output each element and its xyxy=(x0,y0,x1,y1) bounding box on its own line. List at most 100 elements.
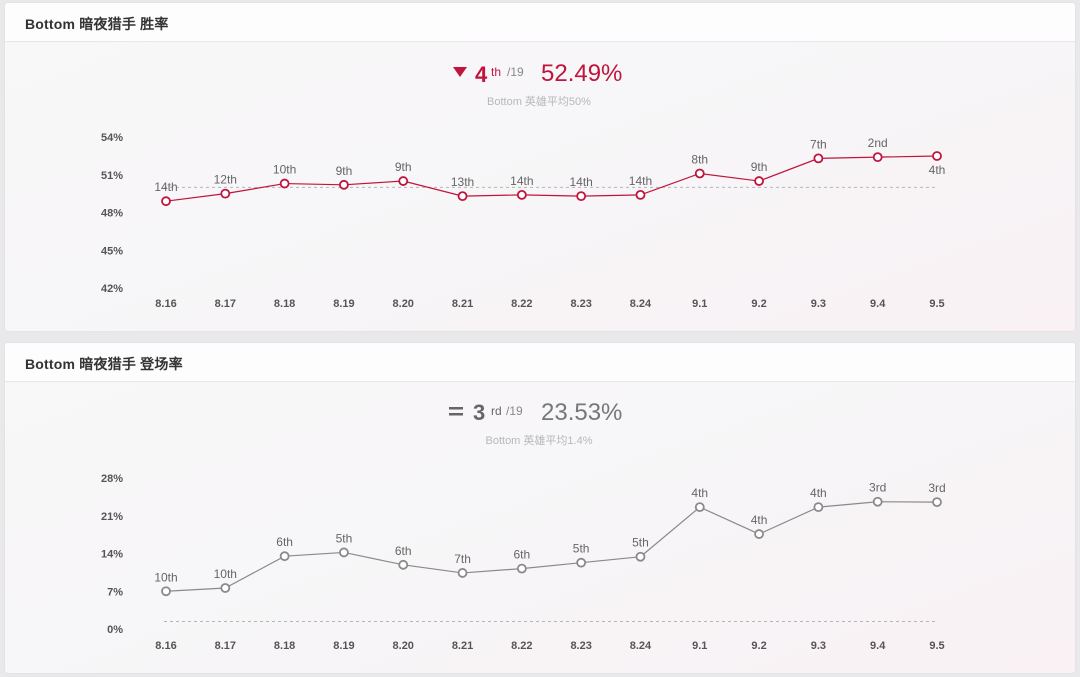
rank-suffix: th xyxy=(491,65,501,79)
panel-header: Bottom 暗夜猎手 登场率 xyxy=(5,343,1075,382)
y-tick-label: 14% xyxy=(101,549,123,561)
x-tick-label: 9.4 xyxy=(870,640,886,652)
data-point xyxy=(457,568,468,578)
data-point xyxy=(339,547,349,558)
x-tick-label: 8.23 xyxy=(570,298,591,310)
y-tick-label: 0% xyxy=(107,624,123,636)
rank-label: 14th xyxy=(154,180,177,194)
x-tick-label: 8.17 xyxy=(215,640,236,652)
rank-label: 5th xyxy=(573,542,590,556)
rank-label: 4th xyxy=(810,486,827,500)
data-point xyxy=(516,563,527,574)
data-point xyxy=(635,189,646,200)
rank-label: 7th xyxy=(454,552,471,566)
x-tick-label: 9.1 xyxy=(692,298,707,310)
data-point xyxy=(161,586,171,597)
x-tick-label: 8.23 xyxy=(570,640,591,652)
x-tick-label: 8.16 xyxy=(155,640,176,652)
rank-label: 10th xyxy=(154,570,177,584)
x-tick-label: 9.4 xyxy=(870,298,886,310)
data-point xyxy=(516,189,527,200)
rank-label: 3rd xyxy=(869,481,886,495)
rank-label: 4th xyxy=(751,513,768,527)
data-point xyxy=(220,188,231,199)
y-tick-label: 21% xyxy=(101,511,123,523)
rank-label: 2nd xyxy=(868,136,888,150)
series-line xyxy=(165,501,938,592)
data-point xyxy=(279,551,290,562)
stat-value: 52.49% xyxy=(541,60,622,87)
win-rate-panel: Bottom 暗夜猎手 胜率 4 th /19 52.49% Bottom 英雄… xyxy=(5,3,1075,331)
data-point xyxy=(457,191,468,202)
rank-label: 5th xyxy=(632,536,649,550)
rank-label: 13th xyxy=(451,175,474,189)
rank-label: 3rd xyxy=(928,481,945,495)
rank-label: 10th xyxy=(273,163,296,177)
x-tick-label: 9.3 xyxy=(811,640,826,652)
rank-label: 9th xyxy=(751,160,768,174)
rank-label: 4th xyxy=(929,163,946,177)
rank-total: /19 xyxy=(506,404,523,418)
y-tick-label: 7% xyxy=(107,586,123,598)
y-tick-label: 42% xyxy=(101,283,123,295)
y-tick-label: 51% xyxy=(101,170,123,182)
x-tick-label: 8.17 xyxy=(215,298,236,310)
down-triangle-icon xyxy=(453,67,467,77)
x-tick-label: 8.21 xyxy=(452,640,473,652)
rank-label: 12th xyxy=(214,173,237,187)
x-tick-label: 8.18 xyxy=(274,298,295,310)
data-point xyxy=(813,153,824,164)
rank-label: 14th xyxy=(510,174,533,188)
pick-rate-chart: 3 rd /19 23.53% Bottom 英雄平均1.4% 28% 21% 14… xyxy=(101,399,946,652)
rank-label: 4th xyxy=(691,486,708,500)
rank-label: 10th xyxy=(214,567,237,581)
y-tick-label: 28% xyxy=(101,473,123,485)
data-point xyxy=(635,551,646,562)
rank-label: 6th xyxy=(276,535,293,549)
rank-label: 14th xyxy=(629,174,652,188)
x-tick-label: 8.20 xyxy=(393,298,414,310)
rank-suffix: rd xyxy=(491,404,502,418)
data-point xyxy=(694,168,705,179)
data-point xyxy=(576,191,587,202)
y-tick-label: 48% xyxy=(101,208,123,220)
y-tick-label: 54% xyxy=(101,132,123,144)
average-subtitle: Bottom 英雄平均50% xyxy=(487,94,591,108)
x-tick-label: 8.18 xyxy=(274,640,295,652)
data-point xyxy=(813,502,824,513)
x-tick-label: 9.1 xyxy=(692,640,707,652)
rank-label: 14th xyxy=(569,175,592,189)
rank-label: 6th xyxy=(514,548,531,562)
data-point xyxy=(279,178,290,189)
x-tick-label: 8.16 xyxy=(155,298,176,310)
rank-number: 3 xyxy=(473,400,485,425)
x-tick-label: 8.24 xyxy=(630,640,652,652)
equals-icon xyxy=(449,407,463,416)
average-subtitle: Bottom 英雄平均1.4% xyxy=(486,433,593,447)
x-tick-label: 8.20 xyxy=(393,640,414,652)
series-line xyxy=(165,155,938,202)
data-point xyxy=(220,583,231,593)
data-point xyxy=(932,497,942,508)
x-tick-label: 9.5 xyxy=(929,298,944,310)
x-tick-label: 9.5 xyxy=(929,640,944,652)
x-tick-label: 8.24 xyxy=(630,298,652,310)
y-tick-label: 45% xyxy=(101,245,123,257)
rank-total: /19 xyxy=(507,65,524,79)
panel-header: Bottom 暗夜猎手 胜率 xyxy=(5,3,1075,42)
win-rate-chart: 4 th /19 52.49% Bottom 英雄平均50% 54% 51% 48%… xyxy=(101,60,946,310)
x-tick-label: 8.19 xyxy=(333,640,354,652)
data-point xyxy=(754,529,764,539)
x-tick-label: 8.22 xyxy=(511,298,532,310)
data-point xyxy=(339,179,349,190)
rank-number: 4 xyxy=(475,62,488,87)
x-tick-label: 8.19 xyxy=(333,298,354,310)
data-point xyxy=(398,176,409,186)
x-tick-label: 9.3 xyxy=(811,298,826,310)
data-point xyxy=(576,557,587,568)
data-point xyxy=(932,151,942,161)
panel-title: Bottom 暗夜猎手 胜率 xyxy=(25,16,169,32)
rank-label: 5th xyxy=(336,531,353,545)
x-tick-label: 9.2 xyxy=(751,640,766,652)
rank-label: 9th xyxy=(336,164,353,178)
